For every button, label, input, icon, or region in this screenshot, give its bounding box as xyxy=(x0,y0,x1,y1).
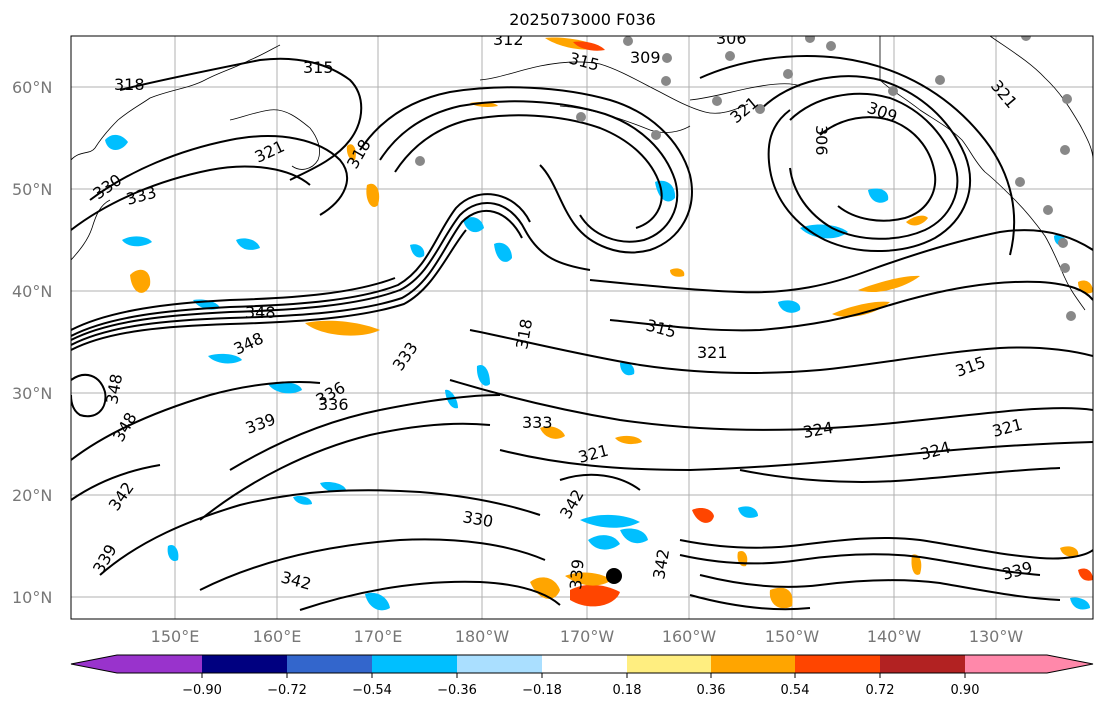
lon-label-160e: 160°E xyxy=(252,627,302,646)
colorbar-tick: −0.72 xyxy=(267,683,307,698)
contour-label: 318 xyxy=(114,75,145,94)
map-title: 2025073000 F036 xyxy=(509,10,656,29)
colorbar-extend-min xyxy=(71,655,117,673)
colorbar xyxy=(70,654,1094,678)
lon-label-170e: 170°E xyxy=(353,627,403,646)
lat-label-40n: 40°N xyxy=(12,282,53,301)
lat-label-60n: 60°N xyxy=(12,78,53,97)
lon-label-150e: 150°E xyxy=(150,627,200,646)
lon-label-130w: 130°W xyxy=(968,627,1024,646)
colorbar-tick: 0.54 xyxy=(780,683,810,698)
colorbar-tick: −0.54 xyxy=(352,683,392,698)
lat-label-20n: 20°N xyxy=(12,486,53,505)
contour-label: 315 xyxy=(303,58,334,77)
lon-label-180w: 180°W xyxy=(454,627,510,646)
colorbar-tick: −0.36 xyxy=(437,683,477,698)
map-frame xyxy=(70,35,1094,620)
contour-label: 312 xyxy=(493,30,524,49)
lon-label-160w: 160°W xyxy=(661,627,717,646)
colorbar-tick: 0.72 xyxy=(865,683,895,698)
colorbar-tick: 0.36 xyxy=(696,683,726,698)
colorbar-tick: 0.18 xyxy=(612,683,642,698)
colorbar-tick: −0.90 xyxy=(182,683,222,698)
lat-label-50n: 50°N xyxy=(12,180,53,199)
lon-label-150w: 150°W xyxy=(764,627,820,646)
lon-label-140w: 140°W xyxy=(866,627,922,646)
contour-label: 306 xyxy=(716,29,747,48)
contour-label: 309 xyxy=(630,48,661,67)
colorbar-tick: 0.90 xyxy=(950,683,980,698)
lon-label-170w: 170°W xyxy=(559,627,615,646)
lat-label-30n: 30°N xyxy=(12,384,53,403)
lat-label-10n: 10°N xyxy=(12,588,53,607)
contours xyxy=(71,55,1093,611)
contour-label: 339 xyxy=(566,558,588,590)
map-panel xyxy=(71,36,1093,619)
contour-label: 348 xyxy=(245,303,276,322)
storm-center-marker xyxy=(606,568,622,584)
contour-label: 333 xyxy=(522,413,553,432)
contour-label: 306 xyxy=(812,125,831,156)
station-markers xyxy=(415,36,1076,321)
colorbar-extend-max xyxy=(1047,655,1093,673)
colorbar-tick: −0.18 xyxy=(522,683,562,698)
contour-label: 336 xyxy=(318,395,349,414)
contour-label: 321 xyxy=(697,343,728,362)
